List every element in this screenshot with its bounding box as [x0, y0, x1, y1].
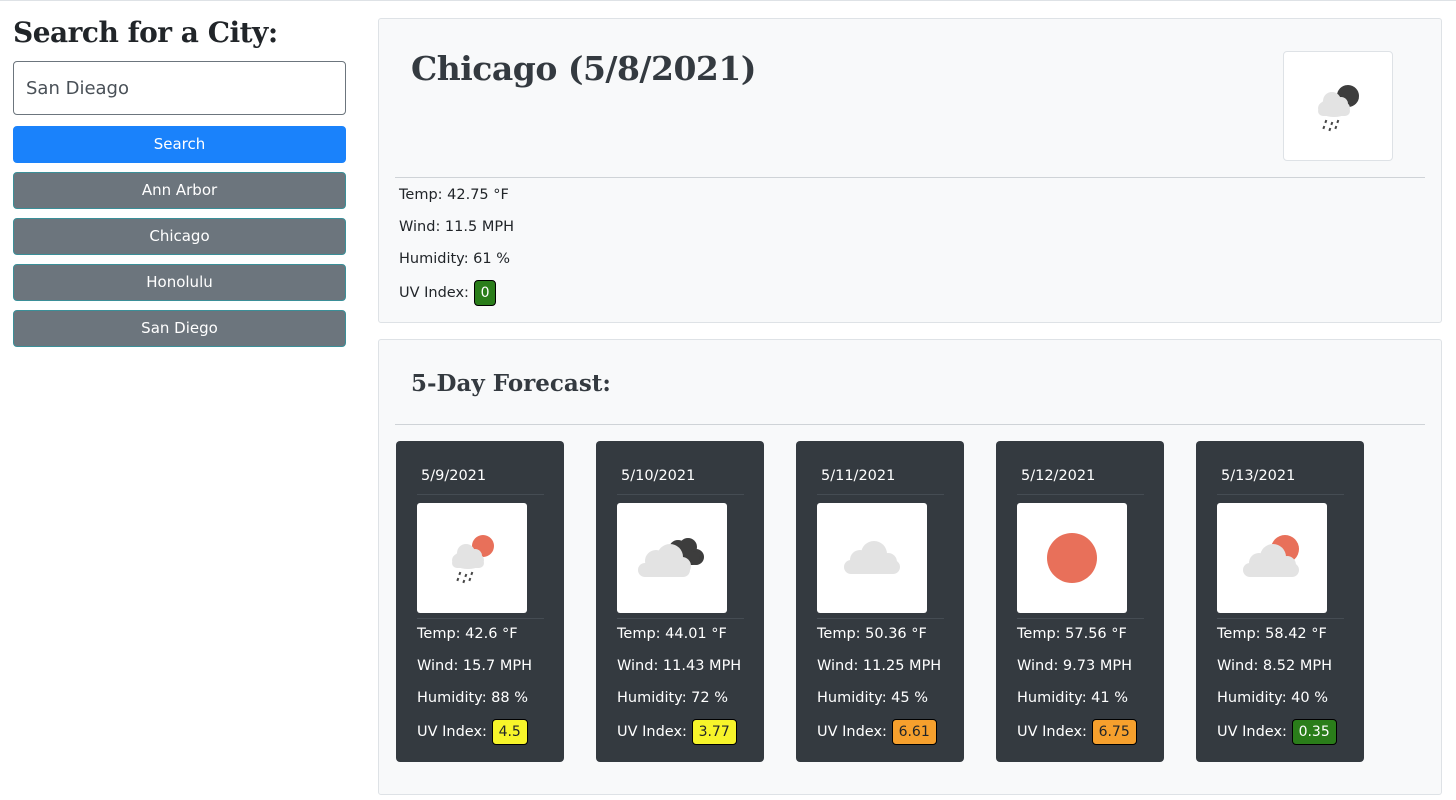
partly-cloudy-icon: [1217, 503, 1327, 613]
search-panel: Search for a City: Search Ann Arbor Chic…: [13, 15, 346, 347]
cloud-icon: [817, 503, 927, 613]
current-city-title: Chicago (5/8/2021): [411, 49, 756, 88]
forecast-temp: Temp: 50.36 °F: [817, 626, 927, 642]
forecast-date: 5/9/2021: [421, 468, 487, 484]
forecast-uv-label: UV Index:: [417, 724, 487, 740]
night-rain-icon: [1283, 51, 1393, 161]
forecast-uv-badge: 0.35: [1291, 719, 1337, 745]
current-temp: Temp: 42.75 °F: [399, 187, 509, 203]
forecast-uv-badge: 6.61: [891, 719, 937, 745]
current-uv-row: UV Index: 0: [399, 280, 514, 312]
forecast-stats: Temp: 58.42 °F Wind: 8.52 MPH Humidity: …: [1217, 623, 1337, 751]
city-search-input[interactable]: [13, 61, 346, 115]
forecast-temp: Temp: 42.6 °F: [417, 626, 518, 642]
forecast-uv-row: UV Index: 0.35: [1217, 719, 1337, 751]
forecast-card: 5/12/2021 Temp: 57.56 °F Wind: 9.73 MPH …: [996, 441, 1164, 762]
forecast-wind: Wind: 8.52 MPH: [1217, 658, 1332, 674]
forecast-wind: Wind: 9.73 MPH: [1017, 658, 1132, 674]
forecast-uv-row: UV Index: 6.75: [1017, 719, 1137, 751]
current-humidity: Humidity: 61 %: [399, 251, 511, 267]
forecast-temp: Temp: 57.56 °F: [1017, 626, 1127, 642]
forecast-uv-badge: 6.75: [1091, 719, 1137, 745]
current-divider: [395, 177, 1425, 178]
forecast-uv-row: UV Index: 6.61: [817, 719, 941, 751]
card-divider: [1217, 618, 1344, 619]
forecast-uv-badge: 4.5: [491, 719, 528, 745]
current-uv-label: UV Index:: [399, 285, 469, 301]
current-wind: Wind: 11.5 MPH: [399, 219, 514, 235]
card-divider: [1217, 494, 1344, 495]
card-divider: [617, 618, 744, 619]
forecast-stats: Temp: 42.6 °F Wind: 15.7 MPH Humidity: 8…: [417, 623, 532, 751]
history-button-ann-arbor[interactable]: Ann Arbor: [13, 172, 346, 209]
search-button[interactable]: Search: [13, 126, 346, 163]
forecast-stats: Temp: 50.36 °F Wind: 11.25 MPH Humidity:…: [817, 623, 941, 751]
forecast-temp: Temp: 44.01 °F: [617, 626, 727, 642]
card-divider: [617, 494, 744, 495]
current-uv-badge: 0: [473, 280, 497, 306]
forecast-uv-label: UV Index:: [1217, 724, 1287, 740]
broken-clouds-icon: [617, 503, 727, 613]
forecast-panel: 5-Day Forecast: 5/9/2021: [378, 339, 1442, 795]
forecast-uv-label: UV Index:: [617, 724, 687, 740]
forecast-divider: [395, 424, 1425, 425]
forecast-uv-row: UV Index: 3.77: [617, 719, 741, 751]
card-divider: [817, 618, 944, 619]
forecast-card: 5/13/2021 Temp: 58.42 °F Wind: 8.52 MPH …: [1196, 441, 1364, 762]
history-button-chicago[interactable]: Chicago: [13, 218, 346, 255]
current-weather-panel: Chicago (5/8/2021) Temp: 42.75 °F Wind: …: [378, 18, 1442, 323]
forecast-humidity: Humidity: 88 %: [417, 690, 529, 706]
forecast-humidity: Humidity: 40 %: [1217, 690, 1329, 706]
forecast-uv-label: UV Index:: [1017, 724, 1087, 740]
clear-sun-icon: [1017, 503, 1127, 613]
forecast-wind: Wind: 11.43 MPH: [617, 658, 742, 674]
forecast-card: 5/10/2021 Temp: 44.01 °F Wind: 11.43 MPH: [596, 441, 764, 762]
forecast-wind: Wind: 15.7 MPH: [417, 658, 532, 674]
forecast-wind: Wind: 11.25 MPH: [817, 658, 942, 674]
forecast-date: 5/10/2021: [621, 468, 696, 484]
history-button-honolulu[interactable]: Honolulu: [13, 264, 346, 301]
card-divider: [417, 618, 544, 619]
history-button-san-diego[interactable]: San Diego: [13, 310, 346, 347]
forecast-uv-label: UV Index:: [817, 724, 887, 740]
current-stats: Temp: 42.75 °F Wind: 11.5 MPH Humidity: …: [399, 184, 514, 312]
forecast-humidity: Humidity: 41 %: [1017, 690, 1129, 706]
forecast-temp: Temp: 58.42 °F: [1217, 626, 1327, 642]
card-divider: [1017, 494, 1144, 495]
forecast-date: 5/13/2021: [1221, 468, 1296, 484]
forecast-stats: Temp: 57.56 °F Wind: 9.73 MPH Humidity: …: [1017, 623, 1137, 751]
forecast-date: 5/12/2021: [1021, 468, 1096, 484]
forecast-date: 5/11/2021: [821, 468, 896, 484]
forecast-card: 5/11/2021 Temp: 50.36 °F Wind: 11.25 MPH…: [796, 441, 964, 762]
forecast-stats: Temp: 44.01 °F Wind: 11.43 MPH Humidity:…: [617, 623, 741, 751]
forecast-humidity: Humidity: 45 %: [817, 690, 929, 706]
card-divider: [417, 494, 544, 495]
card-divider: [817, 494, 944, 495]
day-rain-icon: [417, 503, 527, 613]
forecast-card: 5/9/2021: [396, 441, 564, 762]
forecast-humidity: Humidity: 72 %: [617, 690, 729, 706]
forecast-uv-badge: 3.77: [691, 719, 737, 745]
forecast-title: 5-Day Forecast:: [411, 370, 611, 397]
forecast-uv-row: UV Index: 4.5: [417, 719, 532, 751]
card-divider: [1017, 618, 1144, 619]
search-title: Search for a City:: [13, 16, 278, 49]
